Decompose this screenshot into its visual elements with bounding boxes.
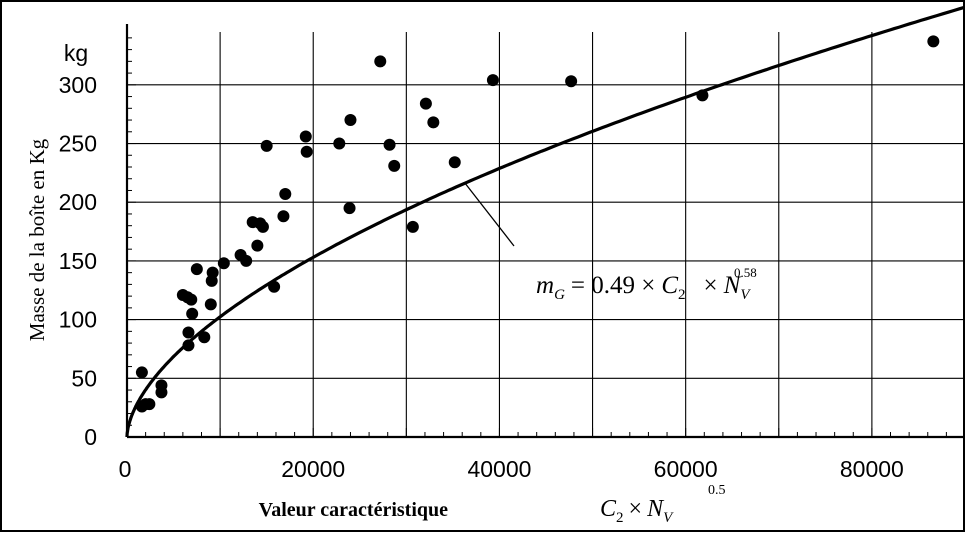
- x-axis-label-math: C2 × NV: [600, 496, 674, 526]
- data-point: [198, 331, 211, 344]
- y-tick-label: 150: [59, 248, 97, 274]
- data-point: [143, 398, 156, 411]
- data-point: [448, 156, 461, 169]
- data-point: [565, 75, 578, 88]
- data-point: [696, 89, 709, 102]
- x-tick-label: 60000: [654, 456, 718, 482]
- data-point: [204, 298, 217, 311]
- data-point: [251, 239, 264, 252]
- data-point: [427, 116, 440, 129]
- equation-annotation: mG = 0.49 × C2 × NV 0.58: [464, 182, 757, 303]
- data-points: [135, 35, 940, 413]
- data-point: [374, 55, 387, 68]
- data-point: [927, 35, 940, 48]
- grid: [127, 32, 965, 437]
- equation-text: mG = 0.49 × C2 × NV: [536, 272, 751, 303]
- data-point: [135, 366, 148, 379]
- x-axis-label-exponent: 0.5: [708, 483, 726, 498]
- data-point: [388, 159, 401, 172]
- y-tick-label: 200: [59, 189, 97, 215]
- data-point: [383, 138, 396, 151]
- data-point: [217, 257, 230, 270]
- annotation-pointer: [464, 182, 515, 247]
- y-axis-label: Masse de la boîte en Kg: [25, 138, 49, 341]
- x-axis-label: Valeur caractéristique: [259, 499, 449, 521]
- data-point: [344, 114, 357, 127]
- data-point: [268, 280, 281, 293]
- data-point: [343, 202, 356, 215]
- data-point: [333, 137, 346, 150]
- data-point: [186, 307, 199, 320]
- data-point: [300, 145, 313, 158]
- x-tick-label: 0: [119, 456, 132, 482]
- fit-curve: [125, 5, 965, 437]
- data-point: [260, 139, 273, 152]
- data-point: [277, 210, 290, 223]
- data-point: [182, 339, 195, 352]
- data-point: [206, 266, 219, 279]
- data-point: [299, 130, 312, 143]
- data-point: [486, 74, 499, 87]
- data-point: [256, 220, 269, 233]
- data-point: [406, 220, 419, 233]
- data-point: [182, 326, 195, 339]
- y-tick-label: 300: [59, 72, 97, 98]
- data-point: [240, 254, 253, 267]
- x-tick-label: 40000: [467, 456, 531, 482]
- y-tick-label: 100: [59, 307, 97, 333]
- tick-labels: kg 0 50 100 150 200 250 300 0 20000 40000 60000 800…: [59, 40, 904, 482]
- data-point: [190, 263, 203, 276]
- y-tick-label: 0: [84, 424, 97, 450]
- fit-curve-layer: [125, 5, 965, 437]
- y-tick-label: 250: [59, 131, 97, 157]
- y-axis-unit: kg: [64, 40, 88, 66]
- x-tick-label: 80000: [840, 456, 904, 482]
- data-point: [185, 293, 198, 306]
- y-tick-label: 50: [71, 365, 97, 391]
- data-point: [155, 386, 168, 399]
- data-point: [279, 188, 292, 200]
- x-tick-label: 20000: [281, 456, 345, 482]
- equation-exponent: 0.58: [734, 265, 757, 280]
- data-point: [419, 97, 432, 110]
- x-axis-label-group: Valeur caractéristique C2 × NV 0.5: [259, 483, 726, 526]
- axes: [125, 24, 965, 439]
